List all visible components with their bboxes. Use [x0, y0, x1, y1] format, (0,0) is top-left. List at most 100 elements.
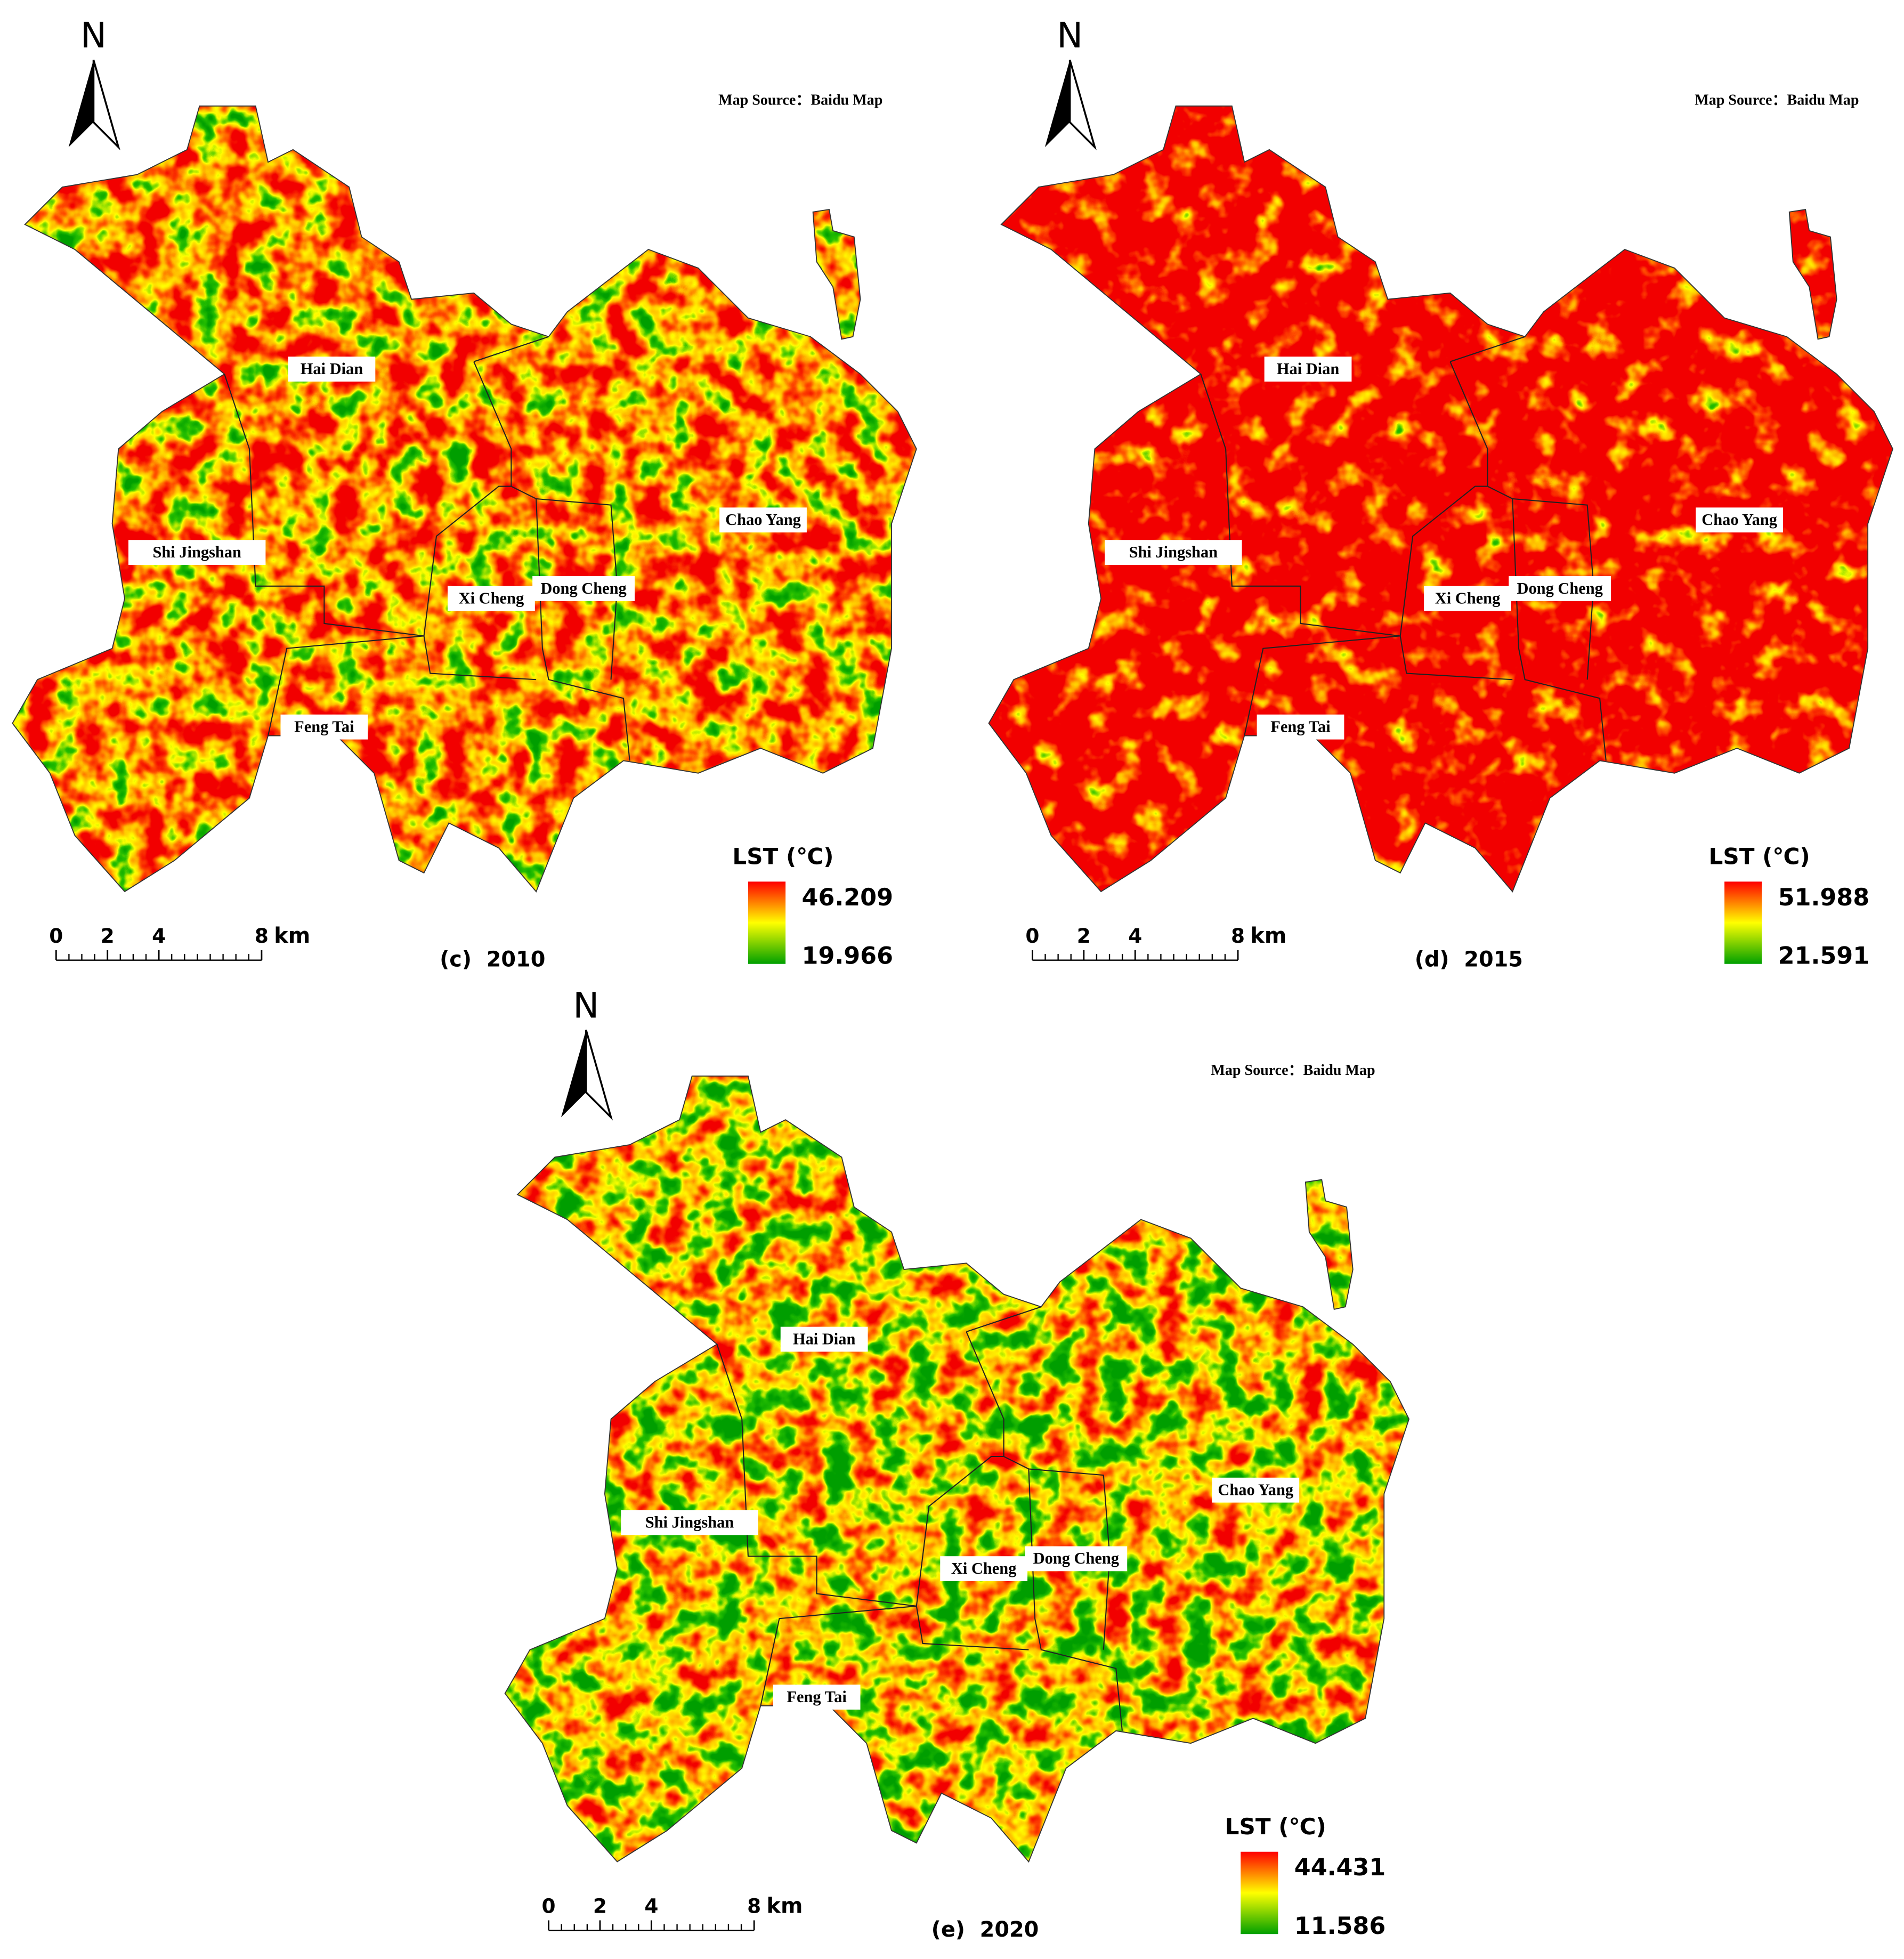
north-arrow-left — [561, 1030, 586, 1118]
island-outline — [812, 209, 861, 340]
map-source: Map Source：Baidu Map — [718, 92, 882, 109]
scale-tick-label: 2 — [593, 1894, 607, 1917]
district-border — [966, 1331, 1123, 1731]
scale-unit: km — [767, 1893, 803, 1918]
map-outline — [12, 105, 917, 893]
district-label: Xi Cheng — [459, 589, 524, 608]
district-label-bg — [1424, 586, 1511, 611]
island-outline — [1788, 209, 1837, 340]
map-panel: N Map Source：Baidu Map Hai Dian Shi Jingsha… — [504, 985, 1410, 1942]
legend-min: 21.591 — [1778, 943, 1869, 970]
district-border — [1399, 485, 1488, 636]
district-border — [760, 1605, 1029, 1706]
district-label-bg — [773, 1685, 861, 1710]
district-border — [268, 635, 537, 736]
north-arrow-left — [1044, 60, 1070, 148]
legend-gradient — [748, 881, 786, 964]
district-label: Feng Tai — [787, 1688, 846, 1706]
district-border — [423, 485, 512, 636]
legend-max: 44.431 — [1294, 1854, 1386, 1881]
district-label-bg — [1212, 1477, 1300, 1503]
scale-tick-label: 0 — [542, 1894, 556, 1917]
district-border — [473, 361, 630, 761]
district-border — [966, 1306, 1042, 1333]
legend-max: 51.988 — [1778, 884, 1869, 911]
panel-caption: (d) 2015 — [1415, 947, 1523, 972]
district-label: Hai Dian — [301, 360, 363, 378]
district-label: Shi Jingshan — [645, 1513, 734, 1531]
district-label: Shi Jingshan — [152, 543, 241, 561]
district-label-bg — [288, 357, 376, 382]
north-label: N — [573, 985, 599, 1026]
island-outline — [1305, 1179, 1354, 1310]
legend-gradient — [1724, 881, 1762, 964]
district-label-bg — [621, 1510, 758, 1535]
district-label: Shi Jingshan — [1129, 543, 1218, 561]
north-label: N — [80, 15, 107, 56]
district-label-bg — [719, 507, 807, 533]
district-label-bg — [1264, 357, 1352, 382]
district-border — [1449, 361, 1607, 761]
district-label: Xi Cheng — [951, 1559, 1017, 1577]
map-outline — [988, 105, 1893, 893]
district-border — [224, 374, 424, 637]
district-label-bg — [448, 586, 535, 611]
scale-tick-label: 2 — [101, 924, 115, 948]
district-label: Hai Dian — [1277, 360, 1340, 378]
scale-tick-label: 4 — [1128, 924, 1142, 948]
district-border — [536, 498, 618, 680]
district-border — [915, 1455, 1004, 1606]
district-label: Chao Yang — [1218, 1481, 1293, 1499]
scale-tick-label: 8 — [1231, 924, 1245, 948]
north-arrow-left — [68, 60, 94, 148]
district-label-bg — [1105, 540, 1242, 565]
north-arrow-right — [1068, 59, 1097, 151]
district-label-bg — [940, 1556, 1028, 1581]
legend-gradient — [1241, 1851, 1278, 1934]
legend-max: 46.209 — [802, 884, 893, 911]
map-outline — [504, 1075, 1410, 1863]
map-panel: N Map Source：Baidu Map Hai Dian Shi Jingsha… — [12, 15, 917, 972]
panel-caption: (c) 2010 — [440, 947, 545, 972]
scale-tick-label: 0 — [49, 924, 63, 948]
district-border — [1028, 1468, 1111, 1650]
district-label-bg — [532, 576, 635, 601]
map-source: Map Source：Baidu Map — [1695, 92, 1859, 109]
district-label-bg — [1696, 507, 1784, 533]
district-label-bg — [1025, 1546, 1128, 1572]
map-panel: N Map Source：Baidu Map Hai Dian Shi Jingsha… — [988, 15, 1893, 972]
district-label: Chao Yang — [1702, 511, 1777, 529]
scale-tick-label: 8 — [747, 1894, 761, 1917]
district-label: Feng Tai — [294, 718, 354, 736]
district-label: Hai Dian — [793, 1330, 856, 1348]
north-arrow-right — [585, 1030, 613, 1121]
scale-tick-label: 4 — [152, 924, 166, 948]
district-label: Xi Cheng — [1435, 589, 1501, 608]
scale-tick-label: 2 — [1077, 924, 1091, 948]
district-border — [473, 336, 549, 362]
legend-title: LST (℃) — [732, 844, 833, 870]
panel-caption: (e) 2020 — [931, 1917, 1039, 1942]
district-label-bg — [280, 714, 368, 740]
lst-raster — [12, 106, 917, 892]
lst-raster — [505, 1076, 1409, 1862]
lst-raster — [989, 106, 1893, 892]
district-label-bg — [1509, 576, 1611, 601]
scale-unit: km — [1250, 924, 1286, 948]
scale-tick-label: 8 — [255, 924, 269, 948]
district-label-bg — [780, 1326, 868, 1352]
district-label: Dong Cheng — [1517, 579, 1603, 597]
district-border — [1200, 374, 1400, 637]
legend-min: 19.966 — [802, 943, 893, 970]
district-label: Dong Cheng — [540, 579, 626, 597]
district-border — [1449, 336, 1526, 362]
district-border — [1244, 635, 1513, 736]
district-label: Feng Tai — [1270, 718, 1330, 736]
scale-tick-label: 4 — [644, 1894, 658, 1917]
district-border — [716, 1344, 917, 1607]
north-arrow-right — [92, 59, 120, 151]
legend-title: LST (℃) — [1709, 844, 1810, 870]
district-label: Dong Cheng — [1033, 1549, 1119, 1567]
